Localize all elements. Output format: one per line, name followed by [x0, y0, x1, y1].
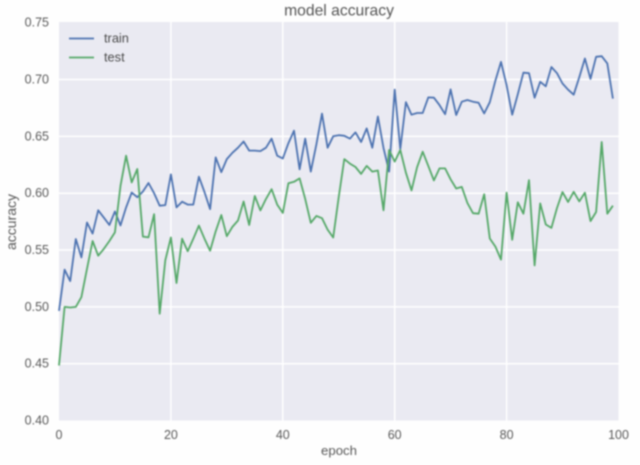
svg-text:0.40: 0.40	[25, 414, 49, 428]
svg-text:accuracy: accuracy	[3, 194, 19, 250]
svg-text:60: 60	[388, 428, 402, 442]
svg-text:train: train	[104, 31, 129, 46]
svg-text:80: 80	[500, 428, 514, 442]
svg-text:20: 20	[164, 428, 178, 442]
svg-text:40: 40	[276, 428, 290, 442]
svg-text:0.50: 0.50	[25, 300, 49, 314]
svg-text:model accuracy: model accuracy	[284, 3, 394, 20]
svg-text:0: 0	[56, 428, 63, 442]
svg-text:0.55: 0.55	[25, 243, 49, 257]
svg-text:0.65: 0.65	[25, 129, 49, 143]
svg-text:test: test	[104, 50, 125, 65]
svg-text:epoch: epoch	[321, 443, 357, 458]
svg-text:0.75: 0.75	[25, 16, 49, 30]
svg-text:0.70: 0.70	[25, 73, 49, 87]
svg-text:0.60: 0.60	[25, 186, 49, 200]
svg-text:0.45: 0.45	[25, 357, 49, 371]
svg-text:100: 100	[608, 428, 629, 442]
